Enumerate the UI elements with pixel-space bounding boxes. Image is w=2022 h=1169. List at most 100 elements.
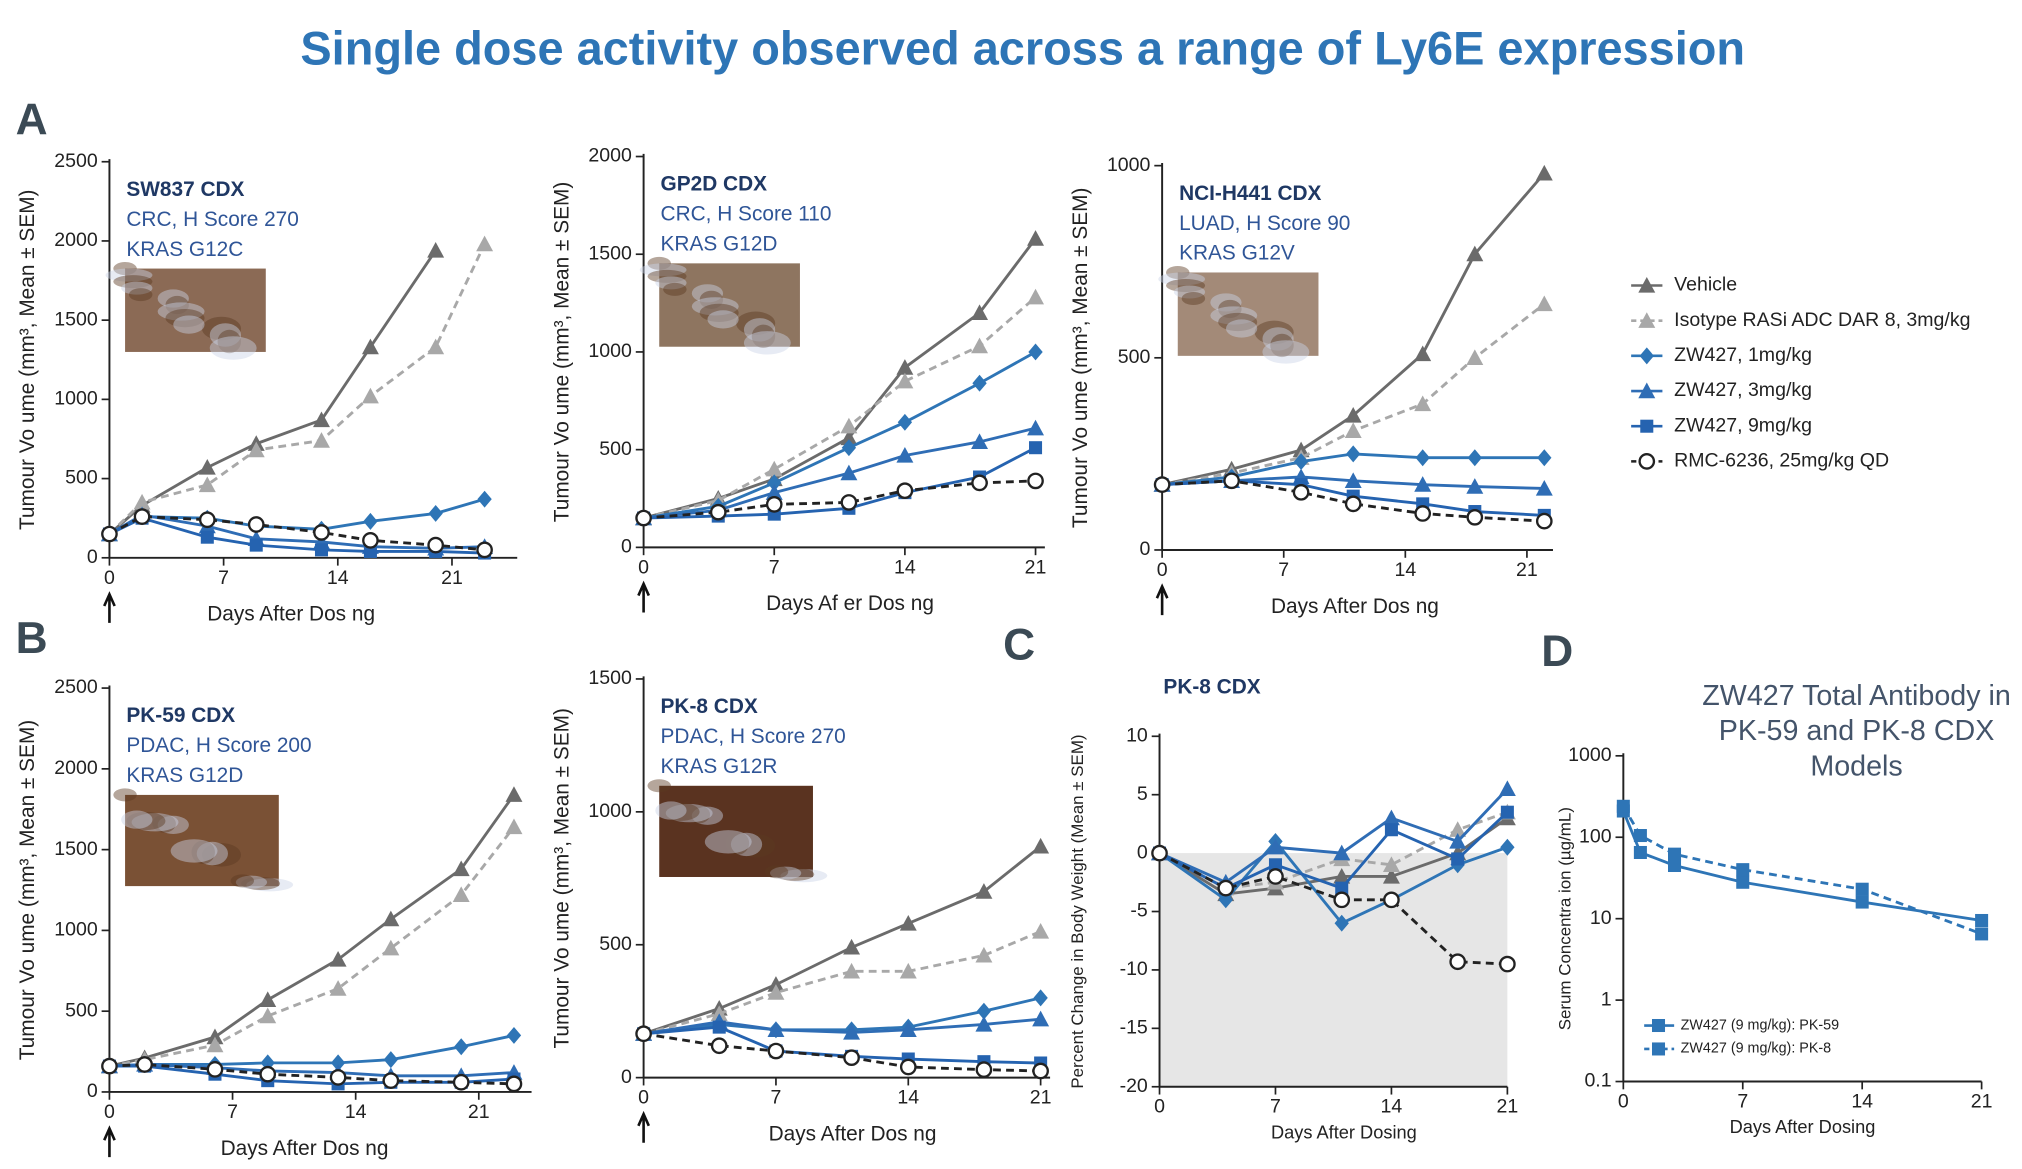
y-axis-title: Percent Change in Body Weight (Mean ± SE… <box>1068 734 1087 1088</box>
marker <box>506 786 523 802</box>
y-tick-label: 500 <box>599 438 632 460</box>
x-tick-label: 14 <box>1394 559 1416 581</box>
marker <box>137 1057 151 1071</box>
marker <box>382 911 399 927</box>
y-tick-label: 0 <box>87 546 98 568</box>
y-tick-label: 1 <box>1601 988 1612 1010</box>
y-tick-label: 1000 <box>588 340 632 362</box>
y-axis-title: Tumour Vo ume (mm³, Mean ± SEM) <box>16 190 39 531</box>
marker <box>901 1060 915 1074</box>
marker <box>1268 869 1282 883</box>
y-tick-label: -5 <box>1130 900 1148 922</box>
annotation: KRAS G12D <box>126 764 243 787</box>
x-tick-label: 0 <box>1154 1096 1165 1118</box>
y-tick-label: 1500 <box>588 242 632 264</box>
marker <box>259 991 276 1007</box>
x-tick-label: 7 <box>1737 1091 1748 1113</box>
y-tick-label: 2500 <box>54 676 98 698</box>
marker <box>1856 883 1869 896</box>
y-tick-label: 0 <box>621 536 632 558</box>
marker <box>1414 395 1431 411</box>
marker <box>1536 165 1553 181</box>
y-tick-label: 1000 <box>54 388 98 410</box>
marker <box>362 339 379 355</box>
histology-texture <box>648 779 671 792</box>
x-axis-title: Days Af er Dos ng <box>766 592 934 615</box>
annotation: CRC, H Score 110 <box>661 203 832 226</box>
marker <box>384 1051 398 1068</box>
histology-texture <box>705 830 752 853</box>
marker <box>427 339 444 355</box>
y-tick-label: -15 <box>1120 1016 1148 1038</box>
marker <box>1219 881 1233 895</box>
marker <box>1027 230 1044 246</box>
marker <box>842 495 856 509</box>
y-axis-title: Tumour Vo ume (mm³, Mean ± SEM) <box>550 708 573 1049</box>
annotation: PK-8 CDX <box>1163 676 1260 699</box>
marker <box>1652 1042 1665 1055</box>
marker <box>476 236 493 252</box>
dose-arrow <box>638 584 648 613</box>
marker <box>454 1038 468 1055</box>
y-tick-label: 2000 <box>54 757 98 779</box>
histology-texture <box>655 801 686 819</box>
marker <box>1468 449 1482 466</box>
marker <box>1032 838 1049 854</box>
x-tick-label: 21 <box>468 1101 490 1123</box>
x-tick-label: 14 <box>897 1087 919 1109</box>
marker <box>1345 422 1362 438</box>
marker <box>102 1059 116 1073</box>
panel-label: C <box>1003 620 1035 669</box>
marker <box>200 513 214 527</box>
histology-texture <box>171 839 218 862</box>
legend-label: ZW427 (9 mg/kg): PK-8 <box>1681 1041 1832 1057</box>
marker <box>1155 477 1169 491</box>
histology-texture <box>121 811 152 829</box>
chart-title: ZW427 Total Antibody in PK-59 and PK-8 C… <box>1694 678 2020 784</box>
marker <box>1335 893 1349 907</box>
series-line <box>644 931 1041 1033</box>
x-tick-label: 21 <box>1971 1091 1993 1113</box>
y-axis-title: Serum Concentra ion (µg/mL) <box>1555 807 1574 1030</box>
x-axis-title: Days After Dos ng <box>221 1137 389 1160</box>
marker <box>313 432 330 448</box>
marker <box>1033 1064 1047 1078</box>
y-tick-label: 0.1 <box>1584 1070 1611 1092</box>
x-tick-label: 0 <box>1618 1091 1629 1113</box>
annotation: GP2D CDX <box>661 173 768 196</box>
y-tick-label: 500 <box>65 467 98 489</box>
y-tick-label: 5 <box>1137 783 1148 805</box>
histology-texture <box>129 288 152 301</box>
marker <box>1033 989 1047 1006</box>
x-tick-label: 0 <box>1157 559 1168 581</box>
y-tick-label: 1500 <box>54 308 98 330</box>
x-tick-label: 7 <box>1278 559 1289 581</box>
marker <box>1416 449 1430 466</box>
y-tick-label: 1000 <box>1568 744 1612 766</box>
marker <box>363 513 377 530</box>
marker <box>1027 420 1044 436</box>
y-tick-label: 10 <box>1590 907 1612 929</box>
annotation: KRAS G12R <box>661 755 778 778</box>
x-tick-label: 0 <box>638 1087 649 1109</box>
legend-label: RMC-6236, 25mg/kg QD <box>1674 450 1889 472</box>
x-tick-label: 7 <box>218 567 229 589</box>
marker <box>1032 923 1049 939</box>
x-axis-title: Days After Dos ng <box>1271 595 1439 618</box>
x-tick-label: 21 <box>1030 1087 1052 1109</box>
legend-label: ZW427, 3mg/kg <box>1674 379 1812 401</box>
y-tick-label: 2000 <box>588 145 632 167</box>
marker <box>1537 514 1551 528</box>
marker <box>261 1067 275 1081</box>
marker <box>1617 800 1630 813</box>
y-tick-label: 10 <box>1126 724 1148 746</box>
marker <box>1451 955 1465 969</box>
marker <box>900 915 917 931</box>
x-tick-label: 7 <box>227 1101 238 1123</box>
marker <box>429 538 443 552</box>
y-tick-label: 500 <box>65 999 98 1021</box>
x-tick-label: 21 <box>1497 1096 1519 1118</box>
marker <box>636 1027 650 1041</box>
x-tick-label: 21 <box>441 567 463 589</box>
marker <box>1640 454 1654 468</box>
